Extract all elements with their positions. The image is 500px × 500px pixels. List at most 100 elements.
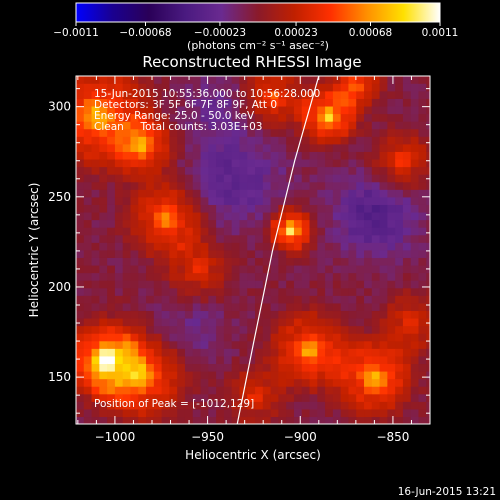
heatmap-cell <box>114 348 124 357</box>
heatmap-cell <box>122 302 132 312</box>
heatmap-cell <box>216 83 225 92</box>
heatmap-cell <box>107 105 116 115</box>
heatmap-cell <box>83 121 93 130</box>
heatmap-cell <box>138 333 147 342</box>
heatmap-cell <box>107 158 116 168</box>
heatmap-cell <box>200 386 209 395</box>
heatmap-cell <box>200 264 209 274</box>
heatmap-cell <box>184 98 194 107</box>
heatmap-cell <box>184 174 194 183</box>
heatmap-cell <box>340 121 350 130</box>
heatmap-cell <box>200 211 209 221</box>
heatmap-cell <box>395 151 404 160</box>
heatmap-cell <box>114 386 124 395</box>
heatmap-cell <box>200 287 209 296</box>
heatmap-cell <box>332 287 342 296</box>
heatmap-cell <box>418 317 427 327</box>
heatmap-cell <box>301 189 311 198</box>
heatmap-cell <box>301 158 311 168</box>
heatmap-cell <box>153 355 163 365</box>
heatmap-cell <box>418 401 427 410</box>
heatmap-cell <box>387 166 396 175</box>
heatmap-cell <box>270 143 279 152</box>
heatmap-cell <box>402 90 412 99</box>
heatmap-cell <box>426 105 430 115</box>
heatmap-cell <box>216 174 225 183</box>
heatmap-cell <box>146 325 155 334</box>
heatmap-cell <box>83 174 93 183</box>
heatmap-cell <box>216 264 225 274</box>
heatmap-cell <box>83 302 93 312</box>
heatmap-cell <box>239 136 248 145</box>
heatmap-cell <box>138 264 147 274</box>
heatmap-cell <box>309 287 318 296</box>
heatmap-cell <box>114 302 124 312</box>
heatmap-cell <box>107 128 116 137</box>
heatmap-cell <box>83 348 93 357</box>
heatmap-cell <box>426 204 430 213</box>
heatmap-cell <box>192 181 202 190</box>
heatmap-cell <box>146 310 155 319</box>
heatmap-cell <box>192 113 202 122</box>
heatmap-cell <box>76 393 85 402</box>
heatmap-cell <box>76 408 85 418</box>
heatmap-cell <box>262 90 272 99</box>
heatmap-cell <box>231 378 241 387</box>
heatmap-cell <box>340 257 350 266</box>
heatmap-cell <box>239 295 248 304</box>
heatmap-image <box>76 76 430 424</box>
heatmap-cell <box>76 348 85 357</box>
heatmap-cell <box>387 143 396 152</box>
heatmap-cell <box>395 287 404 296</box>
heatmap-cell <box>286 90 295 99</box>
heatmap-cell <box>301 310 311 319</box>
heatmap-cell <box>184 105 194 115</box>
heatmap-cell <box>208 189 217 198</box>
heatmap-cell <box>239 211 248 221</box>
heatmap-cell <box>278 151 287 160</box>
heatmap-cell <box>192 295 202 304</box>
heatmap-cell <box>262 151 272 160</box>
heatmap-cell <box>161 83 171 92</box>
heatmap-cell <box>208 355 217 365</box>
heatmap-cell <box>169 166 178 175</box>
heatmap-cell <box>91 83 100 92</box>
colorbar-unit-label: (photons cm⁻² s⁻¹ asec⁻²) <box>187 39 329 52</box>
heatmap-cell <box>426 317 430 327</box>
heatmap-cell <box>395 340 404 349</box>
heatmap-cell <box>340 386 350 395</box>
colorbar-tick-label: −0.00023 <box>194 27 246 39</box>
heatmap-cell <box>169 113 178 122</box>
heatmap-cell <box>426 90 430 99</box>
heatmap-cell <box>309 317 318 327</box>
heatmap-cell <box>270 151 279 160</box>
heatmap-cell <box>231 280 241 289</box>
heatmap-cell <box>325 211 334 221</box>
heatmap-cell <box>208 287 217 296</box>
heatmap-cell <box>270 76 279 84</box>
heatmap-cell <box>91 143 100 152</box>
heatmap-cell <box>325 219 334 228</box>
heatmap-cell <box>301 76 311 84</box>
annotation-energy-range: Energy Range: 25.0 - 50.0 keV <box>94 110 255 122</box>
heatmap-cell <box>309 204 318 213</box>
heatmap-cell <box>239 219 248 228</box>
heatmap-cell <box>177 340 186 349</box>
heatmap-cell <box>364 83 373 92</box>
heatmap-cell <box>278 333 287 342</box>
heatmap-cell <box>153 302 163 312</box>
heatmap-cell <box>301 211 311 221</box>
heatmap-cell <box>348 370 357 380</box>
heatmap-cell <box>371 272 381 281</box>
heatmap-cell <box>301 370 311 380</box>
heatmap-cell <box>239 272 248 281</box>
heatmap-cell <box>83 401 93 410</box>
heatmap-cell <box>114 219 124 228</box>
heatmap-cell <box>130 98 139 107</box>
y-axis-label: Heliocentric Y (arcsec) <box>27 183 41 318</box>
heatmap-cell <box>83 264 93 274</box>
heatmap-cell <box>161 242 171 251</box>
heatmap-cell <box>146 287 155 296</box>
heatmap-cell <box>395 121 404 130</box>
heatmap-cell <box>91 340 100 349</box>
